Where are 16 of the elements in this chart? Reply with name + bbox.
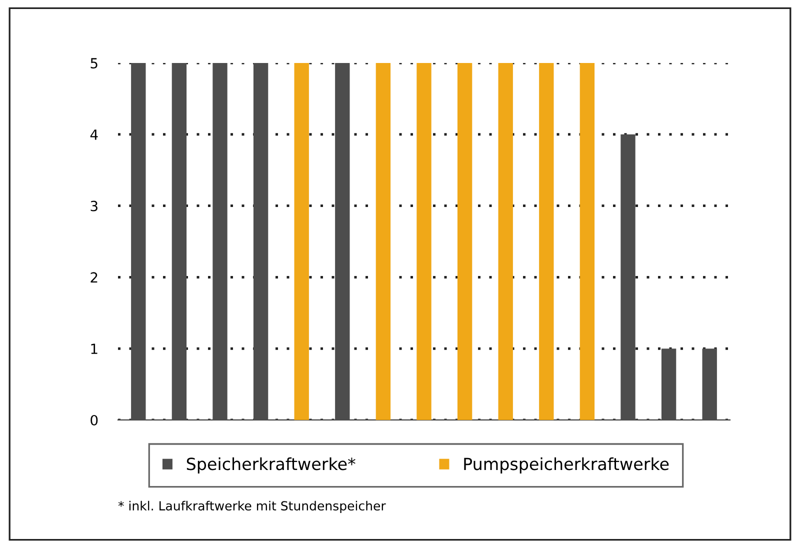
y-tick-label: 5 [90,58,98,68]
legend-label: Speicherkraftwerke* [186,457,356,474]
bar [376,63,391,420]
bar [580,63,595,420]
y-tick-label: 2 [90,272,98,282]
y-tick-label: 4 [90,130,98,140]
bar [416,63,432,420]
bar [539,63,554,420]
y-tick-label: 1 [91,344,98,354]
text: * inkl. Laufkraftwerke mit Stundenspeicher [118,500,386,513]
bar [294,63,309,420]
bar [498,63,513,420]
y-tick-label: 3 [90,200,98,212]
bar [457,63,472,420]
legend-label: Pumpspeicherkraftwerke [464,457,669,474]
y-tick-label: 0 [90,414,98,426]
